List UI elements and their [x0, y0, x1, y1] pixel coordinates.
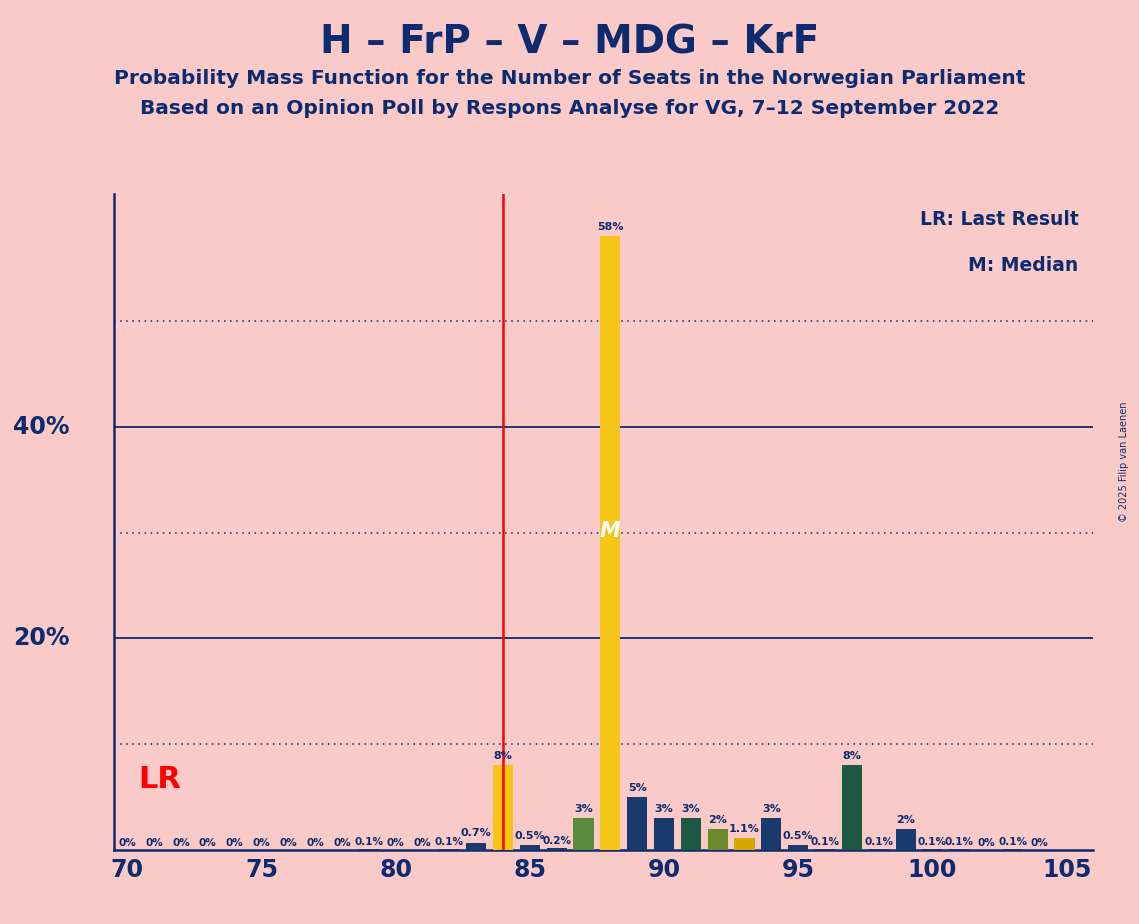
- Bar: [735, 838, 755, 850]
- Text: 0.5%: 0.5%: [782, 831, 813, 841]
- Bar: [573, 819, 593, 850]
- Bar: [654, 819, 674, 850]
- Text: 0%: 0%: [172, 838, 190, 848]
- Text: 0%: 0%: [226, 838, 244, 848]
- Bar: [895, 829, 916, 850]
- Bar: [949, 849, 969, 850]
- Text: © 2025 Filip van Laenen: © 2025 Filip van Laenen: [1120, 402, 1129, 522]
- Text: 3%: 3%: [574, 804, 593, 814]
- Text: 58%: 58%: [597, 222, 624, 232]
- Text: Based on an Opinion Poll by Respons Analyse for VG, 7–12 September 2022: Based on an Opinion Poll by Respons Anal…: [140, 99, 999, 118]
- Text: 0.1%: 0.1%: [999, 837, 1027, 847]
- Text: 0%: 0%: [413, 838, 432, 848]
- Text: 3%: 3%: [681, 804, 700, 814]
- Bar: [842, 765, 862, 850]
- Text: 0.1%: 0.1%: [354, 837, 384, 847]
- Text: 0%: 0%: [387, 838, 404, 848]
- Bar: [547, 848, 567, 850]
- Text: 2%: 2%: [896, 815, 915, 825]
- Text: LR: LR: [139, 765, 181, 795]
- Text: 0.5%: 0.5%: [515, 831, 546, 841]
- Text: 0.1%: 0.1%: [865, 837, 893, 847]
- Text: 0%: 0%: [333, 838, 351, 848]
- Text: 3%: 3%: [655, 804, 673, 814]
- Text: 2%: 2%: [708, 815, 727, 825]
- Text: 20%: 20%: [14, 626, 69, 650]
- Text: 0%: 0%: [146, 838, 163, 848]
- Text: 0%: 0%: [279, 838, 297, 848]
- Text: M: Median: M: Median: [968, 256, 1079, 275]
- Bar: [519, 845, 540, 850]
- Text: Probability Mass Function for the Number of Seats in the Norwegian Parliament: Probability Mass Function for the Number…: [114, 69, 1025, 89]
- Text: 0%: 0%: [1031, 838, 1049, 848]
- Text: 0%: 0%: [253, 838, 270, 848]
- Text: 0%: 0%: [306, 838, 325, 848]
- Bar: [816, 849, 835, 850]
- Bar: [681, 819, 700, 850]
- Bar: [788, 845, 809, 850]
- Text: H – FrP – V – MDG – KrF: H – FrP – V – MDG – KrF: [320, 23, 819, 61]
- Text: 8%: 8%: [493, 751, 513, 761]
- Text: 0.7%: 0.7%: [461, 829, 492, 838]
- Text: 40%: 40%: [14, 415, 69, 439]
- Bar: [761, 819, 781, 850]
- Text: 8%: 8%: [843, 751, 861, 761]
- Text: M: M: [600, 521, 621, 541]
- Text: 0%: 0%: [118, 838, 137, 848]
- Bar: [869, 849, 888, 850]
- Bar: [600, 237, 621, 850]
- Text: 0.1%: 0.1%: [918, 837, 947, 847]
- Text: 0.1%: 0.1%: [435, 837, 464, 847]
- Bar: [923, 849, 942, 850]
- Text: 0.1%: 0.1%: [811, 837, 839, 847]
- Text: 0%: 0%: [199, 838, 216, 848]
- Bar: [1002, 849, 1023, 850]
- Bar: [466, 843, 486, 850]
- Text: LR: Last Result: LR: Last Result: [920, 211, 1079, 229]
- Text: 0.2%: 0.2%: [542, 836, 571, 845]
- Bar: [628, 797, 647, 850]
- Text: 1.1%: 1.1%: [729, 824, 760, 834]
- Text: 3%: 3%: [762, 804, 780, 814]
- Bar: [707, 829, 728, 850]
- Text: 5%: 5%: [628, 783, 647, 793]
- Text: 0%: 0%: [977, 838, 995, 848]
- Bar: [493, 765, 513, 850]
- Bar: [359, 849, 379, 850]
- Bar: [440, 849, 459, 850]
- Text: 0.1%: 0.1%: [944, 837, 974, 847]
